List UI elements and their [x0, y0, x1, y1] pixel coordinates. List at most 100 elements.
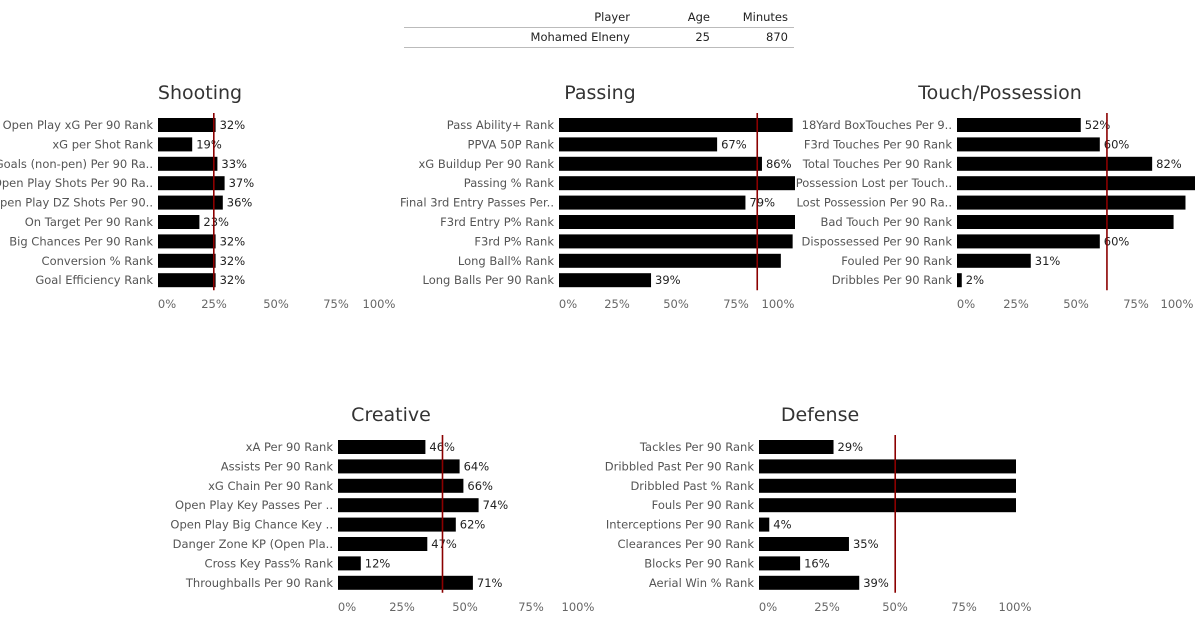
category-label: F3rd Entry P% Rank: [440, 215, 554, 229]
category-label: Fouled Per 90 Rank: [841, 254, 952, 268]
data-label: 4%: [773, 518, 791, 532]
bar: [158, 273, 216, 288]
bar: [759, 517, 770, 532]
x-tick-label: 75%: [723, 297, 749, 311]
category-label: Conversion % Rank: [42, 254, 154, 268]
data-label: 12%: [365, 556, 391, 570]
category-label: Goal Efficiency Rank: [35, 273, 153, 287]
bar: [158, 176, 225, 191]
data-label: 71%: [477, 576, 503, 590]
bar: [158, 195, 223, 210]
bar: [759, 478, 1016, 493]
data-label: 52%: [1085, 118, 1111, 132]
x-tick-label: 0%: [559, 297, 577, 311]
bar: [559, 137, 718, 152]
bar: [759, 575, 860, 590]
data-label: 31%: [1035, 254, 1061, 268]
x-tick-label: 25%: [389, 600, 415, 614]
bar: [957, 118, 1081, 132]
category-label: Open Play Key Passes Per ..: [175, 498, 333, 512]
bar: [957, 176, 1195, 191]
category-label: xA Per 90 Rank: [246, 440, 334, 454]
player-minutes-cell: 870: [766, 30, 788, 44]
category-label: Throughballs Per 90 Rank: [185, 576, 333, 590]
category-label: Open Play Big Chance Key ..: [170, 518, 333, 532]
x-tick-label: 100%: [762, 297, 795, 311]
data-label: 82%: [1156, 157, 1182, 171]
bar: [559, 176, 795, 191]
x-tick-label: 75%: [951, 600, 977, 614]
bar: [957, 137, 1100, 152]
x-tick-label: 25%: [201, 297, 227, 311]
bar: [759, 556, 801, 571]
category-label: Fouls Per 90 Rank: [652, 498, 755, 512]
data-label: 86%: [766, 157, 792, 171]
x-tick-label: 75%: [323, 297, 349, 311]
data-label: 37%: [229, 176, 255, 190]
category-label: F3rd P% Rank: [474, 234, 554, 248]
x-tick-label: 100%: [999, 600, 1032, 614]
chart-title: Shooting: [158, 82, 242, 104]
data-label: 67%: [721, 137, 747, 151]
data-label: 64%: [464, 459, 490, 473]
x-tick-label: 100%: [562, 600, 595, 614]
bar: [957, 273, 962, 288]
bar: [957, 156, 1153, 171]
data-label: 62%: [460, 518, 486, 532]
data-label: 16%: [804, 556, 830, 570]
category-label: Possession Lost per Touch..: [796, 176, 952, 190]
player-age-cell: 25: [695, 30, 710, 44]
category-label: Long Balls Per 90 Rank: [423, 273, 555, 287]
bar: [559, 215, 795, 229]
player-name-cell: Mohamed Elneny: [530, 30, 630, 44]
category-label: On Target Per 90 Rank: [25, 215, 154, 229]
category-label: Open Play xG Per 90 Rank: [3, 118, 154, 132]
bar: [957, 215, 1174, 229]
bar: [158, 215, 200, 229]
bar: [957, 234, 1100, 249]
x-tick-label: 50%: [263, 297, 289, 311]
category-label: Blocks Per 90 Rank: [644, 556, 754, 570]
data-label: 66%: [467, 479, 493, 493]
category-label: Passing % Rank: [464, 176, 555, 190]
category-label: Dispossessed Per 90 Rank: [802, 234, 953, 248]
data-label: 32%: [220, 254, 246, 268]
category-label: Long Ball% Rank: [458, 254, 554, 268]
chart-defense: Defense Tackles Per 90 Rank 29% Dribbled Pa…: [605, 404, 1032, 614]
category-label: F3rd Touches Per 90 Rank: [804, 137, 952, 151]
data-label: 39%: [863, 576, 889, 590]
category-label: xG per Shot Rank: [52, 137, 153, 151]
bar: [559, 273, 652, 288]
bar: [338, 478, 464, 493]
chart-touch-possession: Touch/Possession 18Yard BoxTouches Per 9.…: [796, 82, 1195, 311]
x-tick-label: 0%: [338, 600, 356, 614]
data-label: 32%: [220, 273, 246, 287]
x-tick-label: 25%: [604, 297, 630, 311]
category-label: Tackles Per 90 Rank: [639, 440, 754, 454]
data-label: 36%: [227, 196, 253, 210]
category-label: Big Chances Per 90 Rank: [9, 234, 153, 248]
bar: [338, 459, 460, 474]
category-label: xG Buildup Per 90 Rank: [419, 157, 555, 171]
bar: [338, 575, 473, 590]
chart-shooting: Shooting Open Play xG Per 90 Rank 32% xG pe…: [0, 82, 396, 311]
bar: [338, 498, 479, 513]
category-label: Goals (non-pen) Per 90 Ra..: [0, 157, 153, 171]
bar: [158, 156, 218, 171]
x-tick-label: 100%: [363, 297, 396, 311]
bar: [759, 440, 834, 454]
data-label: 33%: [221, 157, 247, 171]
chart-title: Defense: [781, 404, 859, 426]
bar: [338, 537, 428, 551]
category-label: PPVA 50P Rank: [468, 137, 555, 151]
category-label: Dribbles Per 90 Rank: [832, 273, 953, 287]
bar: [158, 137, 193, 152]
category-label: Dribbled Past % Rank: [630, 479, 754, 493]
bar: [338, 517, 456, 532]
bar: [759, 498, 1016, 513]
player-table-row: Mohamed Elneny 25 870: [404, 27, 794, 48]
category-label: Open Play DZ Shots Per 90..: [0, 196, 153, 210]
minutes-header: Minutes: [742, 10, 788, 24]
